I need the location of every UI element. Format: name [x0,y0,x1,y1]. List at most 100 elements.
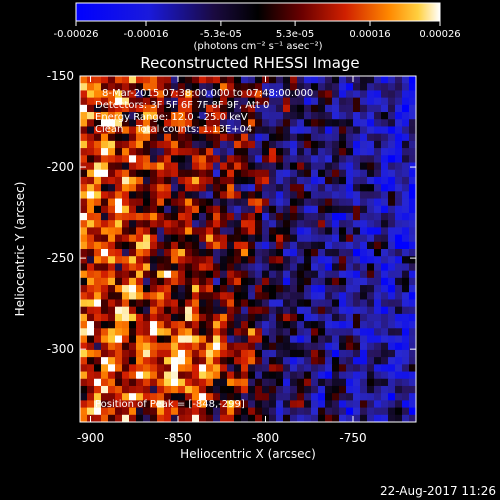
heatmap-cell [332,205,340,214]
heatmap-cell [332,393,340,401]
heatmap-cell [332,162,340,171]
heatmap-cell [353,148,361,156]
heatmap-cell [129,169,137,178]
heatmap-cell [269,227,277,236]
heatmap-cell [374,249,382,257]
heatmap-cell [374,162,382,171]
heatmap-cell [108,335,116,344]
heatmap-cell [402,148,410,156]
heatmap-cell [178,112,186,120]
heatmap-cell [353,104,361,113]
heatmap-cell [374,112,382,120]
heatmap-cell [374,140,382,149]
heatmap-cell [304,162,312,171]
heatmap-cell [248,169,256,178]
heatmap-cell [304,112,312,120]
heatmap-cell [360,292,368,301]
heatmap-cell [381,328,389,337]
heatmap-cell [206,83,214,92]
x-tick-label: -800 [252,431,279,445]
heatmap-cell [409,198,416,207]
heatmap-cell [395,385,403,394]
heatmap-cell [339,76,347,84]
heatmap-cell [332,400,340,409]
heatmap-cell [80,256,88,265]
heatmap-cell [115,414,123,422]
heatmap-cell [234,76,242,84]
heatmap-cell [346,349,354,358]
heatmap-cell [157,162,165,171]
heatmap-cell [192,97,200,106]
heatmap-cell [136,313,144,322]
heatmap-cell [262,119,270,128]
heatmap-cell [395,277,403,286]
heatmap-cell [115,270,123,279]
heatmap-cell [395,328,403,337]
heatmap-cell [150,76,158,84]
heatmap-cell [185,414,193,422]
heatmap-cell [164,385,172,394]
heatmap-cell [129,104,137,113]
heatmap-cell [115,277,123,286]
heatmap-cell [150,205,158,214]
heatmap-cell [80,313,88,322]
heatmap-cell [367,285,375,293]
heatmap-cell [304,321,312,329]
heatmap-cell [248,299,256,308]
heatmap-cell [332,321,340,329]
heatmap-cell [171,133,179,142]
heatmap-cell [409,371,416,380]
heatmap-cell [143,321,151,329]
heatmap-cell [157,97,165,106]
heatmap-cell [290,357,298,365]
heatmap-cell [283,378,291,387]
heatmap-cell [297,140,305,149]
heatmap-cell [206,256,214,265]
heatmap-cell [269,385,277,394]
heatmap-cell [234,342,242,351]
heatmap-cell [185,176,193,185]
heatmap-cell [178,162,186,171]
heatmap-cell [339,292,347,301]
heatmap-cell [304,169,312,178]
heatmap-cell [353,407,361,416]
heatmap-cell [381,414,389,422]
heatmap-cell [262,385,270,394]
heatmap-cell [311,292,319,301]
heatmap-cell [318,140,326,149]
heatmap-cell [388,328,396,337]
heatmap-cell [290,407,298,416]
heatmap-cell [136,306,144,315]
heatmap-cell [388,364,396,373]
heatmap-cell [360,234,368,243]
heatmap-cell [220,249,228,257]
heatmap-cell [353,385,361,394]
heatmap-cell [409,313,416,322]
heatmap-cell [206,155,214,164]
chart-title: Reconstructed RHESSI Image [140,54,359,72]
heatmap-cell [129,155,137,164]
heatmap-cell [325,400,333,409]
heatmap-cell [185,349,193,358]
heatmap-cell [290,90,298,99]
heatmap-cell [213,76,221,84]
heatmap-cell [353,119,361,128]
heatmap-cell [269,349,277,358]
heatmap-cell [269,184,277,192]
heatmap-cell [80,176,88,185]
heatmap-cell [283,357,291,365]
heatmap-cell [360,104,368,113]
heatmap-cell [255,104,263,113]
heatmap-cell [101,342,109,351]
heatmap-cell [360,205,368,214]
heatmap-cell [360,385,368,394]
heatmap-cell [402,364,410,373]
heatmap-cell [80,220,88,228]
heatmap-cell [143,220,151,228]
heatmap-cell [339,126,347,135]
heatmap-cell [262,112,270,120]
heatmap-cell [199,277,207,286]
heatmap-cell [360,148,368,156]
heatmap-cell [157,119,165,128]
heatmap-cell [108,90,116,99]
